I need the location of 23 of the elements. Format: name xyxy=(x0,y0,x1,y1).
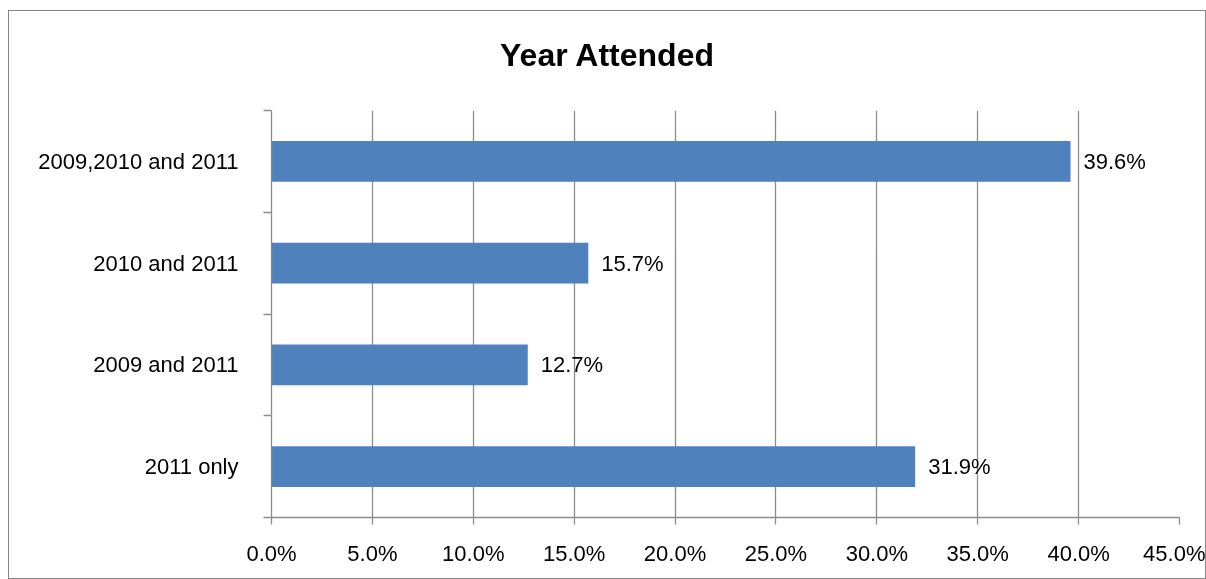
x-tick-label: 5.0% xyxy=(347,540,398,566)
x-tick-label: 10.0% xyxy=(442,540,505,566)
y-tick-label: 2010 and 2011 xyxy=(93,250,239,276)
x-tick-label: 25.0% xyxy=(744,540,808,566)
bar xyxy=(271,141,1071,182)
y-tick-label: 2011 only xyxy=(144,454,239,480)
x-tick-label: 45.0% xyxy=(1143,540,1206,566)
bar xyxy=(271,344,528,386)
x-tick-label: 35.0% xyxy=(946,540,1009,566)
data-label: 39.6% xyxy=(1083,148,1146,174)
data-label: 31.9% xyxy=(928,454,991,480)
y-tick-label: 2009,2010 and 2011 xyxy=(38,148,239,174)
x-tick-label: 20.0% xyxy=(643,540,707,566)
data-label: 12.7% xyxy=(540,352,604,378)
y-tick-label: 2009 and 2011 xyxy=(93,352,239,378)
x-tick-label: 0.0% xyxy=(246,540,297,566)
chart-title: Year Attended xyxy=(500,37,714,73)
data-label: 15.7% xyxy=(601,250,664,276)
bar xyxy=(271,446,916,487)
x-tick-label: 40.0% xyxy=(1047,540,1110,566)
x-tick-label: 30.0% xyxy=(845,540,909,566)
bar xyxy=(271,242,589,284)
x-tick-label: 15.0% xyxy=(542,540,606,566)
